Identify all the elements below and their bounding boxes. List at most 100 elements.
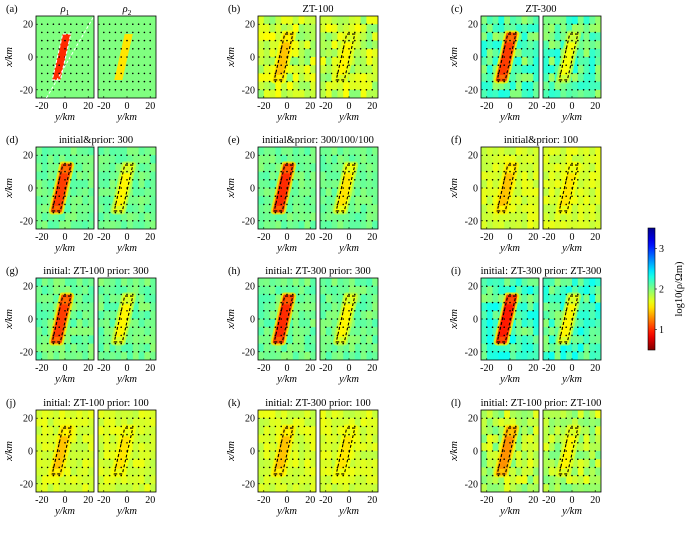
panel-title: initial&prior: 100 [504, 135, 578, 146]
x-tick-label: 0 [508, 101, 513, 112]
y-axis-label: x/km [226, 441, 237, 462]
x-tick-label: 20 [590, 363, 600, 374]
x-tick-label: 0 [285, 101, 290, 112]
x-tick-label: 20 [367, 232, 377, 243]
y-tick-label: 0 [473, 315, 478, 326]
y-tick-label: 20 [468, 282, 478, 293]
y-tick-label: 0 [250, 315, 255, 326]
layer-label: ρ2 [122, 4, 132, 17]
x-axis-label: y/km [276, 506, 297, 517]
x-tick-label: 20 [145, 232, 155, 243]
x-tick-label: -20 [257, 495, 270, 506]
x-axis-label: y/km [338, 506, 359, 517]
x-tick-label: 0 [347, 232, 352, 243]
panel-label: (b) [228, 4, 241, 15]
y-tick-label: -20 [20, 479, 33, 490]
x-tick-label: 0 [508, 232, 513, 243]
x-tick-label: -20 [542, 101, 555, 112]
x-tick-label: -20 [97, 495, 110, 506]
y-tick-label: 0 [28, 53, 33, 64]
y-tick-label: 0 [473, 53, 478, 64]
x-tick-label: -20 [480, 232, 493, 243]
x-tick-label: -20 [97, 232, 110, 243]
x-tick-label: 0 [285, 232, 290, 243]
x-tick-label: 20 [83, 495, 93, 506]
x-tick-label: -20 [480, 101, 493, 112]
x-tick-label: 0 [570, 232, 575, 243]
panel-label: (a) [6, 4, 18, 15]
y-tick-label: 20 [245, 282, 255, 293]
x-axis-label: y/km [54, 374, 75, 385]
y-tick-label: 20 [245, 151, 255, 162]
y-tick-label: -20 [465, 216, 478, 227]
panel-label: (g) [6, 266, 19, 277]
panel-j: (j) initial: ZT-100 prior: 100 -20 0 20 y/km 2… [4, 398, 157, 517]
x-tick-label: 20 [590, 232, 600, 243]
y-axis-label: x/km [226, 178, 237, 199]
layer-label: ρ1 [60, 4, 70, 17]
x-axis-label: y/km [116, 374, 137, 385]
y-axis-label: x/km [4, 309, 15, 330]
x-tick-label: 0 [285, 495, 290, 506]
panel-e: (e) initial&prior: 300/100/100 -20 0 20 y/km 2… [226, 135, 379, 254]
colorbar-tick-label: 2 [659, 285, 664, 296]
x-tick-label: -20 [319, 101, 332, 112]
panel-a: (a) ρ1 -20 0 20 y/km 20 0 -20 x/km ρ2 -20 0 20 y/km [4, 4, 157, 123]
x-tick-label: 0 [347, 101, 352, 112]
x-axis-label: y/km [54, 506, 75, 517]
panel-label: (j) [6, 398, 16, 409]
x-tick-label: 20 [528, 232, 538, 243]
x-axis-label: y/km [561, 506, 582, 517]
y-tick-label: 20 [468, 414, 478, 425]
y-axis-label: x/km [449, 178, 460, 199]
panel-title: ZT-100 [302, 4, 333, 15]
x-tick-label: 20 [367, 363, 377, 374]
x-tick-label: -20 [480, 495, 493, 506]
x-axis-label: y/km [116, 112, 137, 123]
x-tick-label: 20 [305, 232, 315, 243]
x-tick-label: -20 [542, 232, 555, 243]
y-tick-label: 20 [23, 414, 33, 425]
y-axis-label: x/km [4, 47, 15, 68]
y-axis-label: x/km [449, 47, 460, 68]
x-tick-label: -20 [257, 101, 270, 112]
x-tick-label: -20 [319, 232, 332, 243]
y-tick-label: -20 [465, 347, 478, 358]
x-tick-label: 0 [63, 232, 68, 243]
y-axis-label: x/km [226, 309, 237, 330]
x-tick-label: -20 [35, 495, 48, 506]
y-axis-label: x/km [449, 309, 460, 330]
y-tick-label: 0 [28, 447, 33, 458]
x-tick-label: 0 [570, 495, 575, 506]
x-tick-label: 20 [528, 495, 538, 506]
y-tick-label: 20 [23, 151, 33, 162]
x-tick-label: 0 [570, 101, 575, 112]
panel-title: initial&prior: 300 [59, 135, 133, 146]
x-axis-label: y/km [338, 374, 359, 385]
x-tick-label: -20 [257, 232, 270, 243]
colorbar-tick-label: 1 [659, 325, 664, 336]
x-tick-label: -20 [35, 363, 48, 374]
y-tick-label: -20 [242, 85, 255, 96]
x-axis-label: y/km [499, 112, 520, 123]
x-tick-label: 0 [285, 363, 290, 374]
x-axis-label: y/km [561, 112, 582, 123]
x-axis-label: y/km [499, 374, 520, 385]
y-tick-label: -20 [20, 347, 33, 358]
panel-label: (h) [228, 266, 241, 277]
panel-b: (b) ZT-100 -20 0 20 y/km 20 0 -20 x/km -20 0 20 y/km [226, 4, 379, 123]
panel-title: initial&prior: 300/100/100 [262, 135, 374, 146]
panel-label: (c) [451, 4, 463, 15]
x-axis-label: y/km [561, 243, 582, 254]
colorbar-label: log10(ρ/Ωm) [674, 261, 685, 317]
y-tick-label: 20 [23, 20, 33, 31]
x-axis-label: y/km [116, 243, 137, 254]
x-tick-label: 0 [125, 232, 130, 243]
x-tick-label: 20 [305, 495, 315, 506]
panel-d: (d) initial&prior: 300 -20 0 20 y/km 20 0 -20 x/k… [4, 135, 157, 254]
x-tick-label: 20 [305, 101, 315, 112]
x-tick-label: 20 [367, 101, 377, 112]
colorbar-tick-label: 3 [659, 244, 664, 255]
x-tick-label: 20 [145, 101, 155, 112]
x-tick-label: -20 [480, 363, 493, 374]
